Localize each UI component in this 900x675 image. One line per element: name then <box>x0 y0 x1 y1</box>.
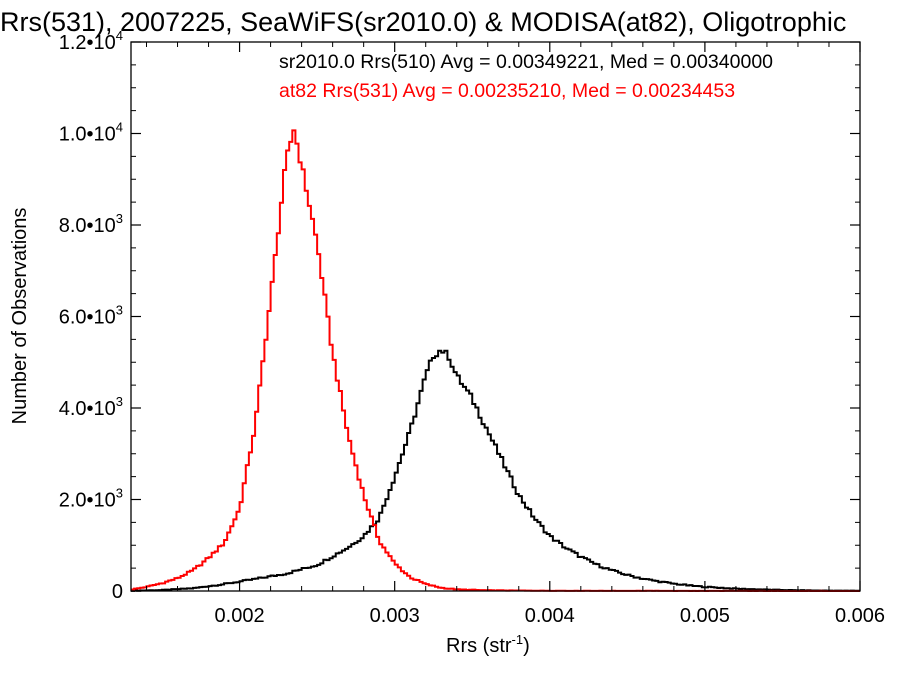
y-axis-label: Number of Observations <box>9 208 31 425</box>
chart-title: Rrs(531), 2007225, SeaWiFS(sr2010.0) & M… <box>0 7 846 37</box>
x-axis-label-superscript: -1 <box>512 632 524 647</box>
y-tick-mantissa: 8.0•10 <box>59 215 116 237</box>
y-tick-label-5: 8.0•103 <box>59 211 123 237</box>
y-tick-mantissa: 1.0•10 <box>59 124 116 146</box>
y-tick-label-4: 6.0•103 <box>59 303 123 329</box>
x-tick-label-5: 0.006 <box>835 605 885 627</box>
x-axis-label-main: Rrs (str <box>446 635 512 657</box>
x-axis-label-close: ) <box>523 635 530 657</box>
y-tick-exponent: 3 <box>116 303 123 318</box>
plot-area <box>131 129 860 592</box>
legend-entry-series-2: at82 Rrs(531) Avg = 0.00235210, Med = 0.… <box>279 80 735 102</box>
y-tick-exponent: 3 <box>116 486 123 501</box>
y-tick-label-7: 1.2•104 <box>59 28 123 54</box>
y-tick-exponent: 3 <box>116 394 123 409</box>
y-tick-exponent: 4 <box>116 120 123 135</box>
y-tick-label-2: 2.0•103 <box>59 486 123 512</box>
x-tick-label-1: 0.002 <box>215 605 265 627</box>
x-tick-label-3: 0.004 <box>525 605 575 627</box>
y-tick-mantissa: 0 <box>112 581 123 603</box>
axis-ticks: 0.002 0.003 0.004 0.005 0.00602.0•1034.0•103… <box>59 28 885 627</box>
y-tick-mantissa: 1.2•10 <box>59 32 116 54</box>
series-2-histogram <box>131 129 860 592</box>
y-tick-mantissa: 6.0•10 <box>59 307 116 329</box>
y-tick-label-3: 4.0•103 <box>59 394 123 420</box>
series-1-histogram <box>131 349 860 592</box>
y-tick-label-1: 0 <box>112 581 123 603</box>
y-tick-label-6: 1.0•104 <box>59 120 123 146</box>
x-axis-label: Rrs (str-1) <box>446 632 530 657</box>
y-tick-mantissa: 4.0•10 <box>59 398 116 420</box>
x-tick-label-4: 0.005 <box>680 605 730 627</box>
y-tick-exponent: 4 <box>116 28 123 43</box>
x-tick-label-2: 0.003 <box>370 605 420 627</box>
y-tick-mantissa: 2.0•10 <box>59 490 116 512</box>
y-tick-exponent: 3 <box>116 211 123 226</box>
legend-entry-series-1: sr2010.0 Rrs(510) Avg = 0.00349221, Med … <box>279 51 773 73</box>
